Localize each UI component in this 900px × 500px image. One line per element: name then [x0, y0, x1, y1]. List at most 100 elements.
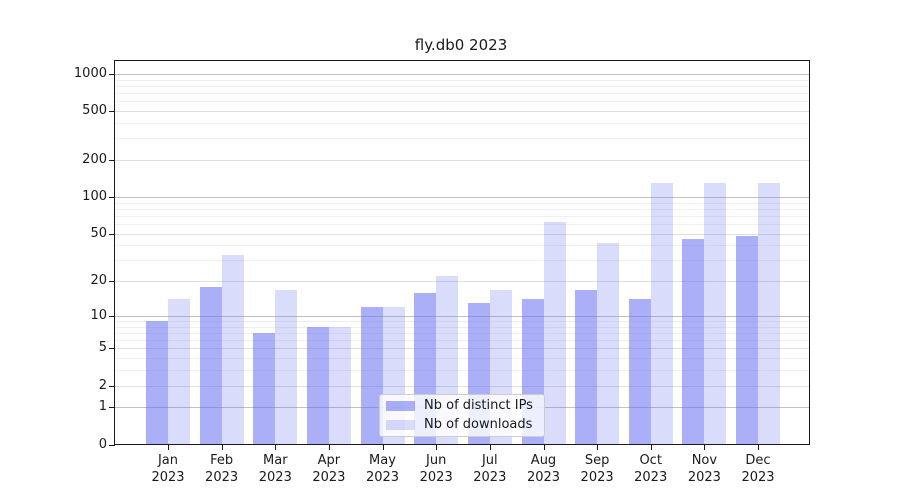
minor-gridline — [115, 86, 809, 87]
x-axis-tick — [221, 445, 223, 450]
y-axis-tick-label: 10 — [90, 307, 107, 323]
legend-entry-downloads: Nb of downloads — [386, 417, 538, 433]
bar-downloads-apr — [328, 326, 351, 444]
x-axis-tick — [489, 445, 491, 450]
bar-downloads-aug — [543, 222, 566, 444]
y-axis-tick — [109, 385, 115, 387]
gridline — [115, 233, 809, 235]
x-axis-tick — [275, 445, 277, 450]
y-axis-tick-label: 1 — [98, 399, 107, 415]
bar-downloads-oct — [650, 183, 673, 444]
y-axis-tick-label: 500 — [82, 103, 107, 119]
minor-gridline — [115, 370, 809, 372]
y-axis-tick — [109, 407, 115, 409]
legend: Nb of distinct IPs Nb of downloads — [379, 394, 545, 437]
y-axis-tick-label: 0 — [98, 436, 107, 452]
minor-gridline — [115, 215, 809, 217]
minor-gridline — [115, 208, 809, 210]
gridline — [115, 111, 809, 113]
y-axis-tick-label: 50 — [90, 225, 107, 241]
minor-gridline — [115, 93, 809, 95]
bar-distinct-ips-may — [360, 307, 383, 444]
legend-swatch-downloads — [386, 420, 415, 430]
gridline — [115, 197, 809, 198]
y-axis-tick-label: 2 — [98, 377, 107, 393]
plot-area: Nb of distinct IPs Nb of downloads 0 1 2 5 1… — [74, 60, 810, 485]
minor-gridline — [115, 358, 809, 360]
minor-gridline — [115, 245, 809, 247]
bar-downloads-sep — [597, 242, 620, 444]
minor-gridline — [115, 123, 809, 125]
y-axis-tick — [109, 348, 115, 350]
y-axis-tick — [109, 197, 115, 198]
x-axis-tick — [382, 445, 384, 450]
gridline — [115, 160, 809, 162]
x-axis-tick-label: Aug 2023 — [526, 453, 561, 485]
minor-gridline — [115, 340, 809, 342]
bar-distinct-ips-feb — [199, 286, 222, 444]
minor-gridline — [115, 333, 809, 334]
minor-gridline — [115, 202, 809, 204]
legend-label-downloads: Nb of downloads — [424, 417, 533, 432]
x-axis-tick-label: Dec 2023 — [741, 453, 775, 485]
gridline — [115, 74, 809, 75]
legend-entry-distinct-ips: Nb of distinct IPs — [386, 398, 538, 414]
bar-distinct-ips-dec — [736, 235, 758, 444]
minor-gridline — [115, 101, 809, 103]
bar-downloads-mar — [275, 289, 298, 444]
y-axis-tick-label: 20 — [90, 273, 107, 289]
y-axis-tick-label: 100 — [82, 189, 107, 204]
y-axis-tick — [109, 160, 115, 162]
minor-gridline — [115, 321, 809, 322]
x-axis-tick — [650, 445, 652, 450]
y-axis-tick-label: 200 — [82, 152, 107, 168]
x-axis-tick-label: Sep 2023 — [580, 453, 614, 485]
minor-gridline — [115, 260, 809, 262]
x-axis-tick — [436, 445, 438, 450]
bar-distinct-ips-mar — [253, 333, 276, 444]
y-axis-tick — [109, 315, 115, 317]
bar-distinct-ips-jan — [146, 321, 168, 444]
x-axis-tick — [597, 445, 599, 450]
x-axis-tick — [543, 445, 545, 450]
y-axis-tick — [109, 233, 115, 235]
x-axis-tick-label: May 2023 — [365, 453, 400, 485]
x-axis-tick — [704, 445, 706, 450]
x-axis-tick-label: Jan 2023 — [151, 453, 185, 485]
gridline — [115, 281, 809, 283]
bar-downloads-dec — [758, 183, 780, 444]
gridline — [115, 348, 809, 350]
x-axis-tick-label: Nov 2023 — [687, 453, 721, 485]
gridline — [115, 385, 809, 387]
bar-distinct-ips-nov — [682, 239, 705, 444]
y-axis-tick — [109, 111, 115, 113]
x-axis-tick-label: Oct 2023 — [634, 453, 668, 485]
minor-gridline — [115, 138, 809, 140]
minor-gridline — [115, 79, 809, 81]
x-axis-tick-label: Apr 2023 — [312, 453, 346, 485]
x-axis-tick-label: Jun 2023 — [419, 453, 453, 485]
x-axis-tick — [168, 445, 169, 450]
x-axis-tick — [758, 445, 759, 450]
gridline — [115, 315, 809, 317]
bar-downloads-jan — [168, 299, 190, 444]
x-axis-tick — [328, 445, 330, 450]
bar-distinct-ips-sep — [575, 289, 598, 444]
y-axis-tick — [109, 74, 115, 75]
y-axis-tick — [109, 444, 115, 446]
y-axis-tick — [109, 281, 115, 283]
legend-swatch-distinct-ips — [386, 401, 415, 411]
minor-gridline — [115, 224, 809, 225]
x-axis-tick-label: Jul 2023 — [473, 453, 507, 485]
y-axis-tick-label: 1000 — [73, 66, 107, 81]
legend-label-distinct-ips: Nb of distinct IPs — [424, 398, 533, 413]
y-axis-tick-label: 5 — [98, 340, 107, 356]
bar-downloads-nov — [704, 183, 727, 444]
bar-downloads-feb — [221, 255, 244, 444]
chart-title: fly.db0 2023 — [414, 36, 508, 54]
bar-distinct-ips-oct — [628, 299, 651, 444]
x-axis-tick-label: Feb 2023 — [205, 453, 239, 485]
minor-gridline — [115, 326, 809, 328]
bar-distinct-ips-apr — [306, 326, 329, 444]
